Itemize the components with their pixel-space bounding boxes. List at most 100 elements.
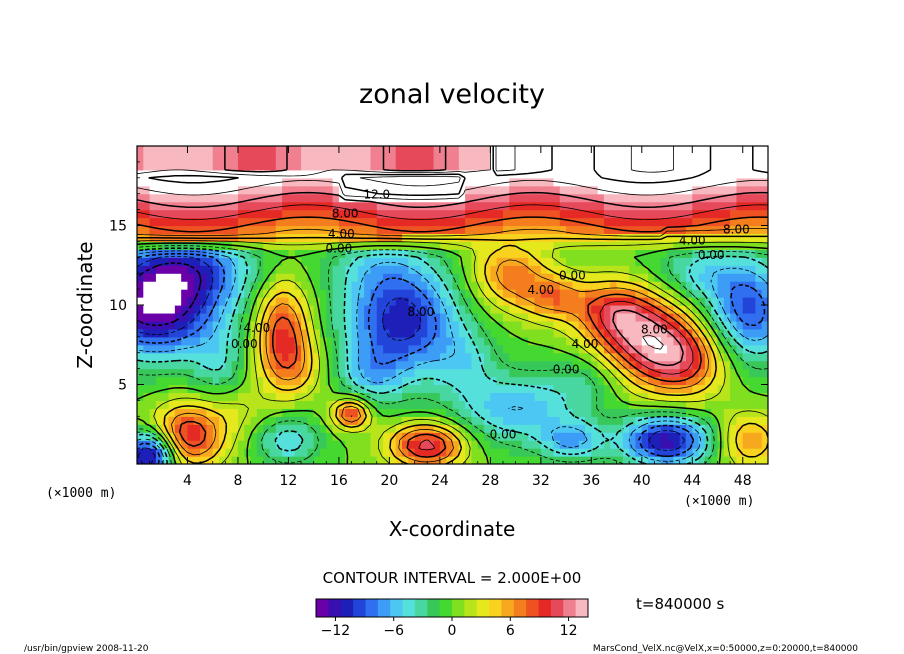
field-cell bbox=[528, 225, 536, 235]
field-cell bbox=[521, 392, 529, 401]
field-cell bbox=[572, 209, 580, 219]
field-cell bbox=[484, 153, 491, 163]
field-cell bbox=[547, 193, 555, 203]
field-cell bbox=[420, 249, 428, 258]
field-cell bbox=[294, 416, 302, 425]
field-cell bbox=[250, 320, 258, 330]
field-cell bbox=[137, 265, 144, 274]
field-cell bbox=[509, 392, 517, 401]
field-cell bbox=[212, 448, 220, 457]
field-cell bbox=[408, 265, 416, 274]
field-cell bbox=[521, 344, 529, 354]
colorbar-swatch bbox=[439, 599, 453, 617]
field-cell bbox=[641, 320, 649, 330]
field-cell bbox=[225, 440, 233, 449]
field-cell bbox=[622, 320, 630, 330]
field-cell bbox=[200, 249, 208, 258]
field-cell bbox=[471, 249, 479, 258]
field-cell bbox=[395, 376, 403, 386]
field-cell bbox=[717, 456, 725, 464]
field-cell bbox=[288, 265, 296, 274]
field-cell bbox=[528, 161, 536, 171]
field-cell bbox=[282, 352, 290, 362]
field-cell bbox=[383, 209, 390, 219]
field-cell bbox=[187, 424, 195, 433]
field-cell bbox=[528, 201, 536, 211]
field-cell bbox=[692, 424, 700, 433]
field-cell bbox=[420, 416, 428, 425]
field-cell bbox=[326, 265, 334, 274]
field-cell bbox=[376, 201, 384, 211]
field-cell bbox=[301, 185, 308, 195]
field-cell bbox=[420, 336, 428, 346]
colorbar-swatch bbox=[501, 599, 515, 617]
field-cell bbox=[755, 440, 763, 449]
field-cell bbox=[357, 408, 365, 417]
field-cell bbox=[528, 281, 536, 290]
field-cell bbox=[433, 344, 441, 354]
field-cell bbox=[231, 225, 239, 235]
field-cell bbox=[749, 384, 756, 394]
field-cell bbox=[319, 305, 327, 314]
field-cell bbox=[711, 312, 719, 322]
field-cell bbox=[301, 161, 308, 171]
field-cell bbox=[427, 384, 435, 394]
field-cell bbox=[149, 312, 157, 322]
field-cell bbox=[641, 273, 649, 282]
field-cell bbox=[301, 146, 308, 155]
field-cell bbox=[231, 161, 239, 171]
field-cell bbox=[313, 392, 321, 401]
field-cell bbox=[635, 241, 643, 250]
field-cell bbox=[155, 289, 163, 298]
field-cell bbox=[692, 408, 700, 417]
field-cell bbox=[629, 432, 637, 441]
field-cell bbox=[187, 289, 195, 298]
field-cell bbox=[357, 225, 365, 235]
field-cell bbox=[559, 185, 567, 195]
field-cell bbox=[269, 169, 277, 179]
field-cell bbox=[162, 416, 170, 425]
field-cell bbox=[155, 209, 163, 219]
field-cell bbox=[679, 177, 687, 187]
field-cell bbox=[749, 392, 756, 401]
field-cell bbox=[376, 146, 384, 155]
field-cell bbox=[509, 217, 517, 227]
field-cell bbox=[364, 456, 372, 464]
field-cell bbox=[736, 146, 744, 155]
field-cell bbox=[502, 456, 510, 464]
field-cell bbox=[755, 233, 763, 242]
field-cell bbox=[193, 400, 201, 409]
field-cell bbox=[313, 424, 321, 433]
field-cell bbox=[288, 344, 296, 354]
field-cell bbox=[704, 424, 712, 433]
field-cell bbox=[502, 225, 510, 235]
field-cell bbox=[376, 392, 384, 401]
field-cell bbox=[256, 289, 264, 298]
field-cell bbox=[591, 257, 599, 266]
field-cell bbox=[660, 249, 668, 258]
field-cell bbox=[376, 344, 384, 354]
field-cell bbox=[351, 257, 359, 266]
field-cell bbox=[698, 241, 706, 250]
field-cell bbox=[168, 432, 176, 441]
field-cell bbox=[250, 289, 258, 298]
field-cell bbox=[149, 249, 157, 258]
field-cell bbox=[471, 312, 479, 322]
field-cell bbox=[427, 217, 435, 227]
field-cell bbox=[566, 336, 573, 346]
field-cell bbox=[446, 305, 454, 314]
field-cell bbox=[761, 169, 768, 179]
field-cell bbox=[597, 432, 605, 441]
field-cell bbox=[357, 257, 365, 266]
field-cell bbox=[219, 424, 226, 433]
field-cell bbox=[206, 432, 214, 441]
field-cell bbox=[585, 289, 592, 298]
field-cell bbox=[648, 376, 656, 386]
field-cell bbox=[490, 185, 498, 195]
field-cell bbox=[540, 328, 548, 338]
field-cell bbox=[427, 305, 435, 314]
field-cell bbox=[326, 312, 334, 322]
field-cell bbox=[585, 456, 592, 464]
field-cell bbox=[660, 305, 668, 314]
field-cell bbox=[206, 320, 214, 330]
